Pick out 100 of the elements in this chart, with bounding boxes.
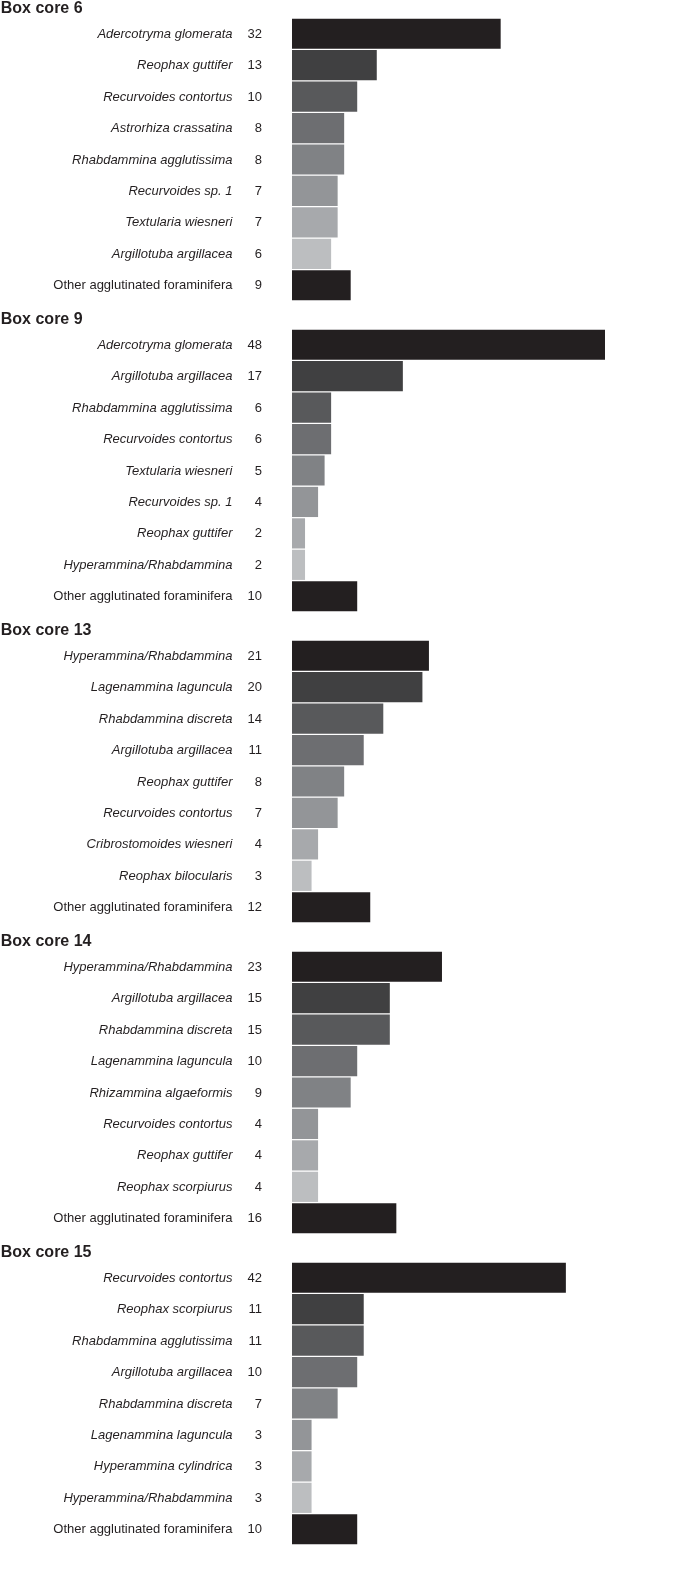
data-label: 4 (254, 1147, 262, 1163)
bar (292, 797, 338, 829)
y-tick-label: Recurvoides contortus (103, 88, 233, 104)
bar (292, 207, 338, 238)
text: Box core 9 (0, 310, 83, 327)
bar (292, 860, 312, 891)
y-tick-label: Rhabdammina discreta (98, 1021, 233, 1037)
data-label: 10 (247, 1364, 262, 1380)
data-label: 4 (254, 493, 262, 509)
bar (292, 892, 371, 923)
y-tick-label: Rhizammina algaeformis (89, 1084, 233, 1100)
bar (292, 1356, 358, 1388)
data-label: 11 (248, 1301, 262, 1317)
text: Box core 13 (0, 621, 92, 638)
bar (292, 1171, 319, 1202)
y-tick-label: Lagenammina laguncula (90, 1053, 233, 1069)
text: Box core 14 (0, 932, 92, 949)
data-label: 2 (254, 525, 262, 541)
data-label: 13 (247, 57, 262, 73)
data-label: 7 (254, 214, 262, 230)
bar (292, 703, 384, 734)
data-label: 23 (247, 958, 262, 974)
data-label: 3 (254, 1458, 262, 1474)
data-label: 10 (247, 1053, 262, 1069)
bar (292, 829, 319, 860)
bar (292, 175, 338, 207)
bar (292, 1325, 364, 1356)
y-tick-label: Argillotuba argillacea (110, 990, 233, 1006)
data-label: 42 (247, 1269, 262, 1285)
y-tick-label: Reophax guttifer (137, 525, 234, 541)
y-tick-label: Adercotryma glomerata (96, 25, 233, 41)
data-label: 8 (254, 773, 262, 789)
bar (292, 766, 345, 797)
y-tick-label: Other agglutinated foraminifera (53, 588, 234, 604)
data-label: 3 (254, 1426, 262, 1442)
data-label: 15 (247, 990, 262, 1006)
y-tick-label: Reophax guttifer (137, 1147, 234, 1163)
y-tick-label: Rhabdammina agglutissima (72, 399, 233, 415)
bar (292, 951, 442, 982)
data-label: 11 (248, 1332, 262, 1348)
y-tick-label: Recurvoides sp. 1 (128, 182, 233, 198)
bar (292, 581, 358, 612)
data-label: 16 (247, 1210, 262, 1226)
y-tick-label: Argillotuba argillacea (110, 742, 233, 758)
y-tick-label: Cribrostomoides wiesneri (86, 836, 234, 852)
bar (292, 1388, 338, 1419)
data-label: 8 (254, 151, 262, 167)
y-tick-label: Hyperammina/Rhabdammina (63, 556, 233, 572)
bar (292, 112, 345, 144)
bar (292, 1482, 312, 1513)
bar (292, 1262, 566, 1293)
y-tick-label: Hyperammina/Rhabdammina (63, 647, 233, 663)
y-tick-label: Textularia wiesneri (125, 462, 234, 478)
bar (292, 50, 377, 81)
bar (292, 1045, 358, 1077)
y-tick-label: Other agglutinated foraminifera (53, 1210, 234, 1226)
bar (292, 734, 364, 766)
bar (292, 1108, 319, 1140)
data-label: 6 (254, 245, 262, 261)
data-label: 21 (247, 647, 262, 663)
data-label: 6 (254, 399, 262, 415)
data-label: 17 (247, 368, 262, 384)
data-label: 9 (254, 1084, 262, 1100)
bar (292, 1014, 390, 1045)
bar (292, 518, 306, 549)
data-label: 20 (247, 679, 262, 695)
bar (292, 1294, 364, 1325)
y-tick-label: Recurvoides contortus (103, 431, 233, 447)
data-label: 9 (254, 277, 262, 293)
data-label: 48 (247, 336, 262, 352)
bar (292, 270, 351, 301)
bar (292, 1203, 397, 1234)
data-label: 10 (247, 588, 262, 604)
bar (292, 1451, 312, 1482)
bar (292, 640, 429, 671)
data-label: 4 (254, 1178, 262, 1194)
data-label: 8 (254, 120, 262, 136)
bar (292, 423, 332, 455)
y-tick-label: Rhabdammina agglutissima (72, 151, 233, 167)
data-label: 6 (254, 431, 262, 447)
y-tick-label: Reophax guttifer (137, 57, 234, 73)
bar (292, 455, 325, 486)
bar (292, 549, 306, 580)
bar (292, 361, 403, 392)
y-tick-label: Lagenammina laguncula (90, 1426, 233, 1442)
y-tick-label: Argillotuba argillacea (110, 368, 233, 384)
y-tick-label: Lagenammina laguncula (90, 679, 233, 695)
y-tick-label: Other agglutinated foraminifera (53, 277, 234, 293)
y-tick-label: Argillotuba argillacea (110, 1364, 233, 1380)
y-tick-label: Rhabdammina discreta (98, 1395, 233, 1411)
y-tick-label: Rhabdammina agglutissima (72, 1332, 233, 1348)
bar (292, 1140, 319, 1171)
y-tick-label: Reophax bilocularis (119, 867, 233, 883)
data-label: 2 (254, 556, 262, 572)
data-label: 10 (247, 1521, 262, 1537)
bar (292, 18, 501, 49)
text: Box core 15 (0, 1243, 92, 1260)
bar (292, 329, 605, 360)
y-tick-label: Adercotryma glomerata (96, 336, 233, 352)
bar (292, 238, 332, 269)
